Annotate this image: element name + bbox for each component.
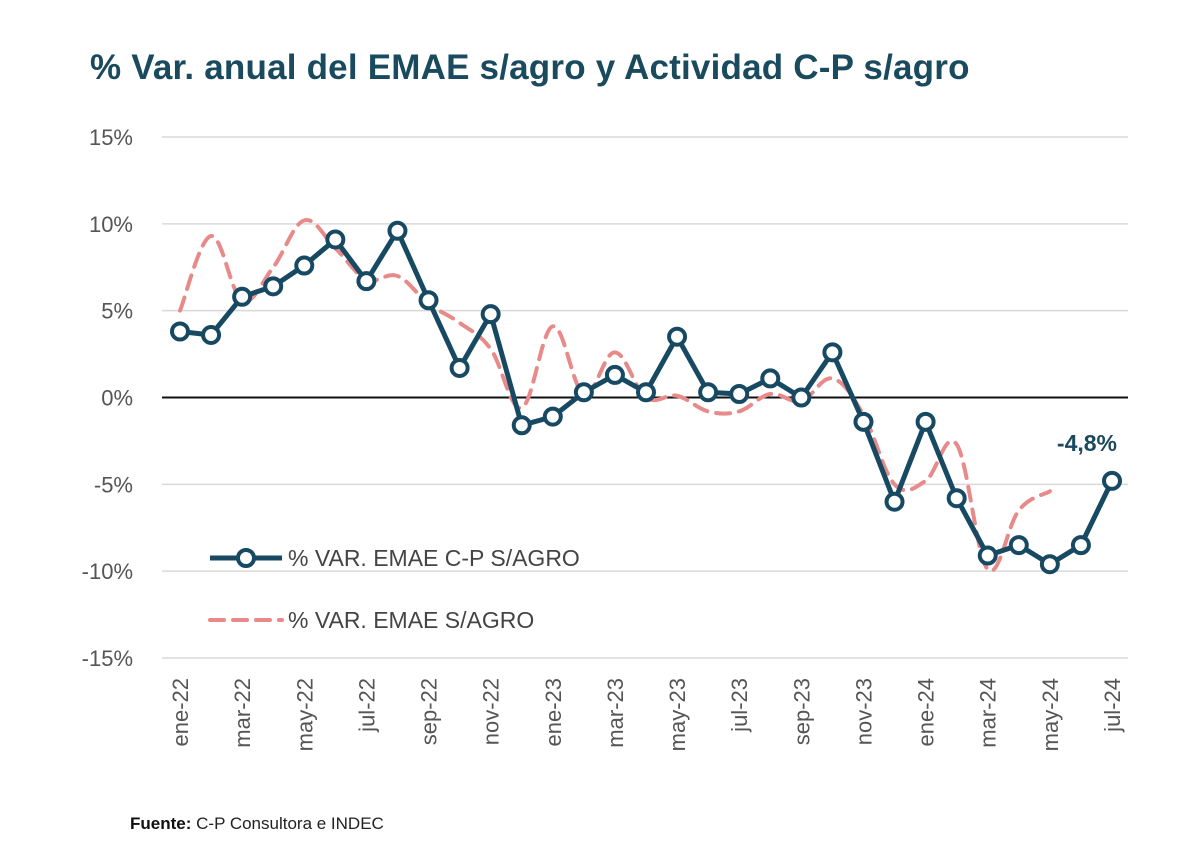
series-emae-cp-point: [170, 321, 190, 342]
y-tick-label: -10%: [82, 559, 133, 584]
series-emae-cp-point: [449, 357, 470, 378]
x-tick-label: may-22: [292, 678, 317, 751]
source-label: Fuente:: [130, 814, 192, 833]
series-emae-cp-point: [573, 382, 594, 403]
series-emae-cp-point: [511, 415, 532, 436]
series-emae-sagro-line: [178, 218, 1052, 574]
series-emae-cp-point: [480, 304, 501, 325]
legend-marker-cp: [236, 548, 256, 568]
series-emae-cp-point: [946, 488, 967, 509]
series-emae-cp-point: [698, 382, 719, 403]
series-emae-cp-point: [542, 406, 563, 427]
series-emae-cp-point: [232, 286, 253, 307]
annotations: -4,8%: [1057, 430, 1117, 456]
x-tick-label: may-24: [1038, 678, 1063, 751]
x-tick-label: sep-22: [417, 678, 442, 745]
series-emae-cp-point: [356, 271, 377, 292]
x-tick-label: jul-24: [1100, 678, 1125, 733]
x-tick-label: sep-23: [789, 678, 814, 745]
x-tick-label: nov-23: [851, 678, 876, 745]
x-tick-label: mar-23: [603, 678, 628, 748]
x-tick-label: jul-23: [727, 678, 752, 733]
x-tick-label: ene-24: [914, 678, 939, 747]
source-note: Fuente: C-P Consultora e INDEC: [130, 814, 384, 834]
x-tick-label: mar-24: [976, 678, 1001, 748]
series-emae-cp-point: [853, 411, 874, 432]
x-tick-label: may-23: [665, 678, 690, 751]
legend: % VAR. EMAE C-P S/AGRO % VAR. EMAE S/AGRO: [208, 545, 580, 633]
legend-label-cp: % VAR. EMAE C-P S/AGRO: [288, 545, 580, 571]
series-group: [170, 218, 1122, 575]
series-emae-cp-point: [294, 255, 315, 276]
source-text: C-P Consultora e INDEC: [196, 814, 384, 833]
legend-label-emae: % VAR. EMAE S/AGRO: [288, 607, 534, 633]
y-tick-label: -5%: [94, 472, 133, 497]
series-emae-cp-point: [1039, 554, 1060, 575]
x-tick-label: nov-22: [479, 678, 504, 745]
chart-title: % Var. anual del EMAE s/agro y Actividad…: [90, 48, 970, 87]
series-emae-cp-point: [884, 491, 905, 512]
series-emae-cp-point: [915, 411, 936, 432]
series-emae-cp-point: [760, 368, 781, 389]
last-value-label: -4,8%: [1057, 430, 1117, 456]
y-tick-label: -15%: [82, 646, 133, 671]
y-tick-label: 15%: [89, 125, 133, 150]
y-tick-label: 5%: [101, 299, 133, 324]
x-tick-label: jul-22: [354, 678, 379, 733]
series-emae-cp-point: [636, 382, 656, 403]
series-emae-cp-point: [418, 290, 439, 311]
series-emae-cp-point: [1008, 535, 1029, 556]
series-emae-cp-point: [822, 342, 843, 363]
x-axis-ticks: ene-22 mar-22 may-22 jul-22 sep-22 nov-22 ene-…: [168, 678, 1125, 751]
series-emae-cp-point: [1102, 470, 1122, 491]
series-emae-cp-point: [201, 324, 222, 345]
series-emae-cp-point: [325, 229, 346, 250]
series-emae-cp-point: [977, 545, 998, 566]
x-tick-label: ene-22: [168, 678, 193, 747]
y-tick-label: 10%: [89, 212, 133, 237]
y-axis-ticks: 15% 10% 5% 0% -5% -10% -15%: [82, 125, 133, 671]
series-emae-cp-point: [667, 326, 688, 347]
series-emae-cp-point: [1070, 535, 1091, 556]
series-emae-cp-point: [387, 220, 408, 241]
series-emae-cp-point: [263, 276, 284, 297]
series-emae-cp-point: [729, 384, 750, 405]
series-emae-cp-point: [791, 387, 812, 408]
series-emae-cp-point: [604, 364, 625, 385]
x-tick-label: mar-22: [230, 678, 255, 748]
x-tick-label: ene-23: [541, 678, 566, 747]
y-tick-label: 0%: [101, 386, 133, 411]
